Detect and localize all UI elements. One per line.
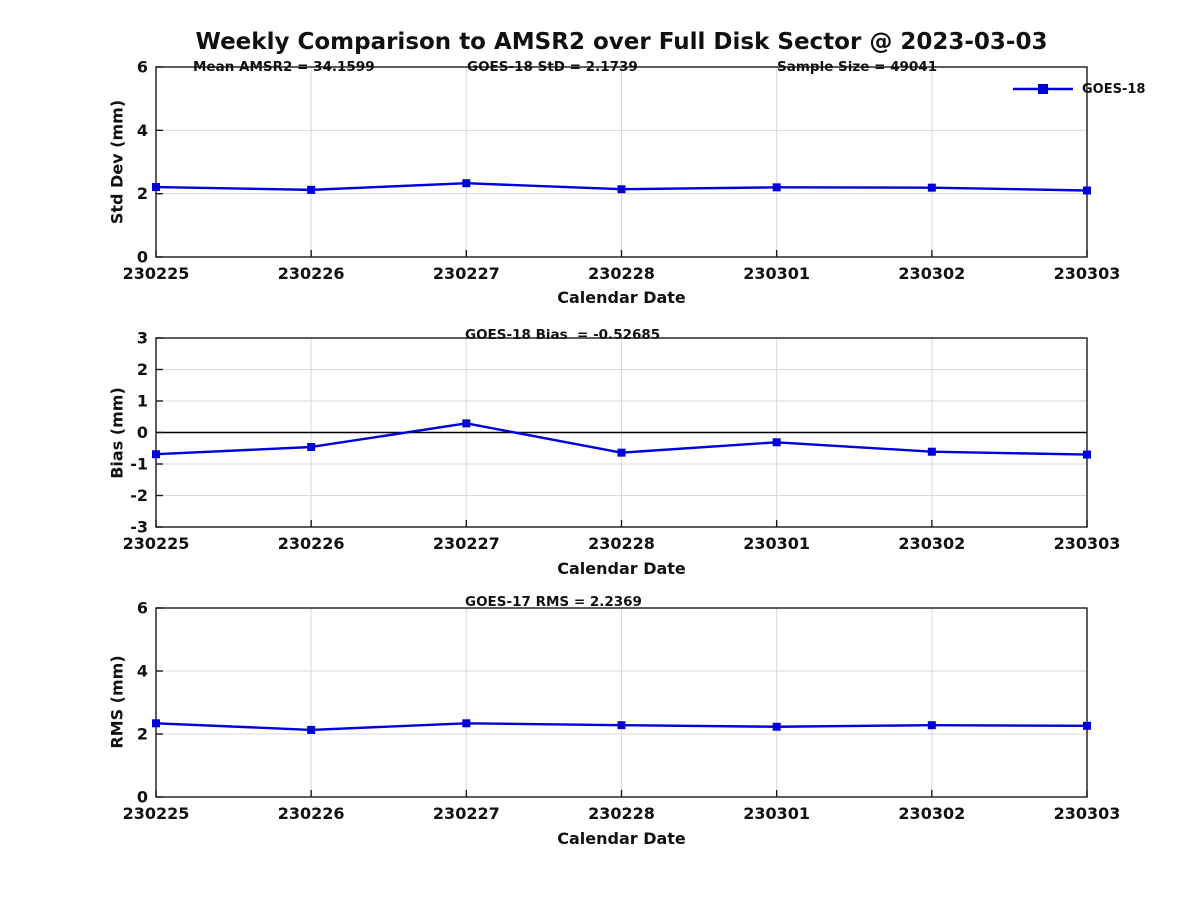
svg-text:230303: 230303 xyxy=(1054,804,1121,823)
svg-text:230302: 230302 xyxy=(898,804,965,823)
xlabel-calendar-date-middle: Calendar Date xyxy=(557,559,686,578)
svg-text:6: 6 xyxy=(137,58,148,77)
svg-text:230226: 230226 xyxy=(278,804,345,823)
svg-text:1: 1 xyxy=(137,392,148,411)
svg-text:230302: 230302 xyxy=(898,264,965,283)
svg-text:230301: 230301 xyxy=(743,264,810,283)
svg-text:2: 2 xyxy=(137,360,148,379)
ylabel-rms: RMS (mm) xyxy=(107,655,127,749)
svg-text:6: 6 xyxy=(137,599,148,618)
ylabel-bias: Bias (mm) xyxy=(107,387,127,479)
annotation-goes17-rms: GOES-17 RMS = 2.2369 xyxy=(465,594,642,610)
ylabel-std-dev: Std Dev (mm) xyxy=(107,99,127,225)
svg-text:230302: 230302 xyxy=(898,534,965,553)
annotation-sample-size: Sample Size = 49041 xyxy=(777,59,938,75)
legend-label: GOES-18 xyxy=(1082,81,1146,97)
svg-text:-3: -3 xyxy=(130,518,148,537)
svg-text:230227: 230227 xyxy=(433,534,500,553)
legend-line-marker-icon xyxy=(1013,84,1073,94)
svg-text:230227: 230227 xyxy=(433,264,500,283)
svg-text:0: 0 xyxy=(137,788,148,807)
xlabel-calendar-date-top: Calendar Date xyxy=(557,288,686,307)
svg-text:230301: 230301 xyxy=(743,534,810,553)
svg-text:2: 2 xyxy=(137,725,148,744)
svg-text:230226: 230226 xyxy=(278,534,345,553)
xlabel-calendar-date-bottom: Calendar Date xyxy=(557,829,686,848)
svg-text:0: 0 xyxy=(137,248,148,267)
svg-text:230225: 230225 xyxy=(123,804,190,823)
svg-text:0: 0 xyxy=(137,423,148,442)
svg-text:230303: 230303 xyxy=(1054,534,1121,553)
svg-text:230225: 230225 xyxy=(123,264,190,283)
figure-title: Weekly Comparison to AMSR2 over Full Dis… xyxy=(195,29,1048,55)
svg-text:4: 4 xyxy=(137,121,148,140)
svg-text:-1: -1 xyxy=(130,455,148,474)
svg-text:230228: 230228 xyxy=(588,804,655,823)
svg-text:230228: 230228 xyxy=(588,264,655,283)
svg-text:-2: -2 xyxy=(130,486,148,505)
legend: GOES-18 xyxy=(1012,80,1145,98)
svg-text:3: 3 xyxy=(137,329,148,348)
svg-text:2: 2 xyxy=(137,184,148,203)
annotation-goes18-bias: GOES-18 Bias = -0.52685 xyxy=(465,327,661,343)
svg-text:230225: 230225 xyxy=(123,534,190,553)
svg-text:230301: 230301 xyxy=(743,804,810,823)
annotation-goes18-std: GOES-18 StD = 2.1739 xyxy=(467,59,638,75)
svg-text:230228: 230228 xyxy=(588,534,655,553)
svg-text:230227: 230227 xyxy=(433,804,500,823)
svg-text:4: 4 xyxy=(137,662,148,681)
annotation-mean-amsr2: Mean AMSR2 = 34.1599 xyxy=(193,59,375,75)
svg-text:230303: 230303 xyxy=(1054,264,1121,283)
svg-text:230226: 230226 xyxy=(278,264,345,283)
